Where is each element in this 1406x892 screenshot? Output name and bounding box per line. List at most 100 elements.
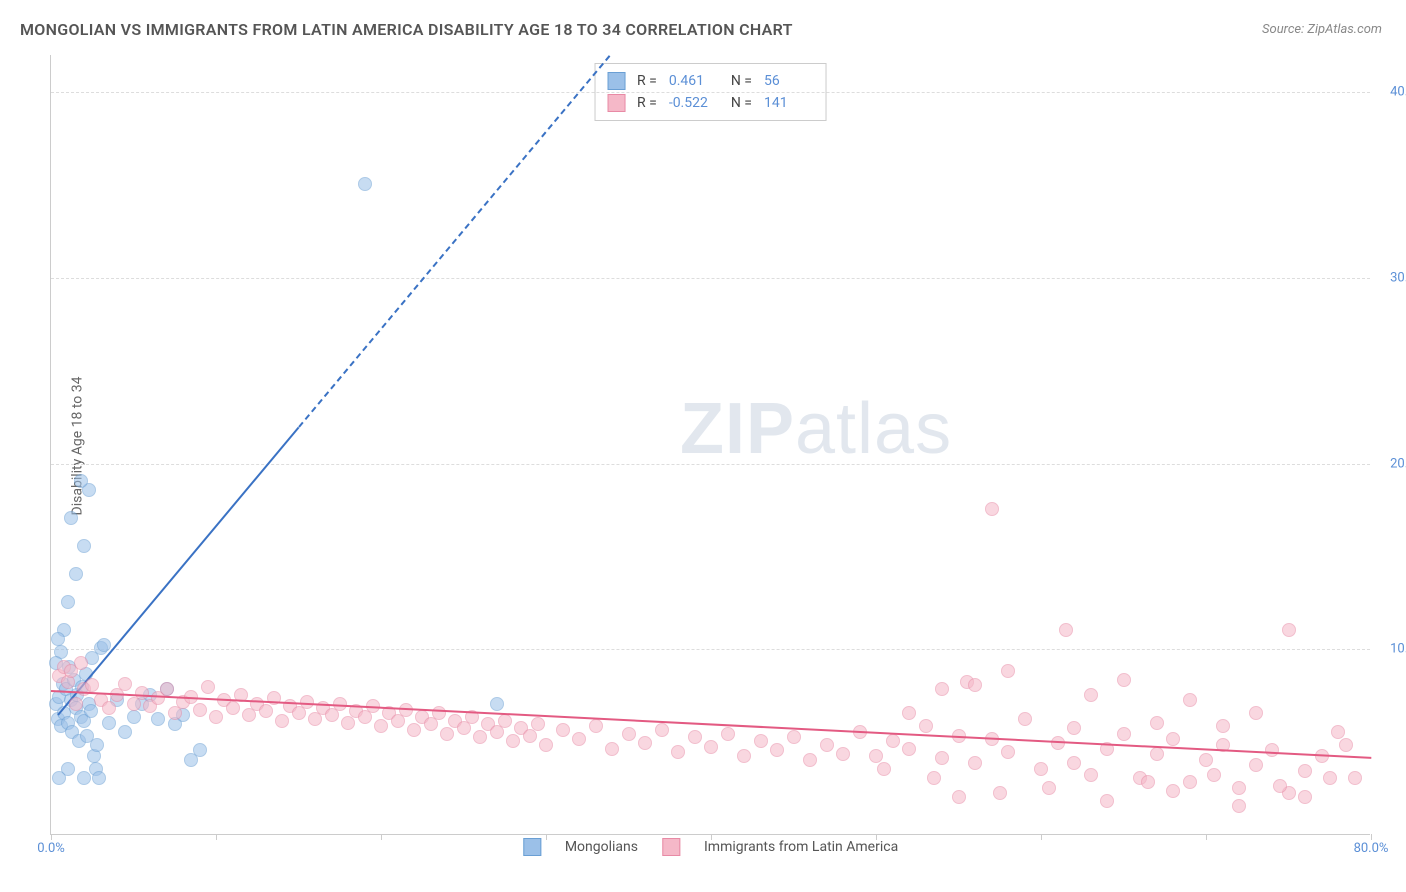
scatter-point-mongolians bbox=[92, 771, 106, 785]
scatter-point-mongolians bbox=[118, 725, 132, 739]
scatter-point-immigrants_latin_america bbox=[704, 740, 718, 754]
scatter-point-mongolians bbox=[77, 771, 91, 785]
x-tick-label: 80.0% bbox=[1354, 841, 1389, 856]
n-label-a: N = bbox=[731, 73, 752, 89]
swatch-bottom-b bbox=[662, 838, 680, 856]
scatter-point-immigrants_latin_america bbox=[935, 751, 949, 765]
scatter-point-immigrants_latin_america bbox=[193, 703, 207, 717]
scatter-point-mongolians bbox=[193, 743, 207, 757]
scatter-point-immigrants_latin_america bbox=[902, 706, 916, 720]
series-legend: Mongolians Immigrants from Latin America bbox=[523, 838, 898, 856]
scatter-point-immigrants_latin_america bbox=[1001, 745, 1015, 759]
scatter-point-immigrants_latin_america bbox=[902, 742, 916, 756]
scatter-point-immigrants_latin_america bbox=[374, 719, 388, 733]
r-value-a: 0.461 bbox=[669, 73, 719, 89]
scatter-point-immigrants_latin_america bbox=[935, 682, 949, 696]
scatter-point-immigrants_latin_america bbox=[440, 727, 454, 741]
series-b-label: Immigrants from Latin America bbox=[704, 839, 898, 855]
scatter-point-immigrants_latin_america bbox=[1249, 706, 1263, 720]
r-label-a: R = bbox=[637, 73, 657, 89]
scatter-point-immigrants_latin_america bbox=[622, 727, 636, 741]
gridline-h bbox=[51, 278, 1370, 279]
scatter-point-immigrants_latin_america bbox=[927, 771, 941, 785]
scatter-point-immigrants_latin_america bbox=[1339, 738, 1353, 752]
scatter-point-immigrants_latin_america bbox=[638, 736, 652, 750]
scatter-point-immigrants_latin_america bbox=[1183, 693, 1197, 707]
scatter-point-immigrants_latin_america bbox=[1331, 725, 1345, 739]
scatter-point-mongolians bbox=[61, 595, 75, 609]
scatter-point-immigrants_latin_america bbox=[993, 786, 1007, 800]
watermark: ZIPatlas bbox=[680, 388, 952, 470]
scatter-point-immigrants_latin_america bbox=[407, 723, 421, 737]
scatter-point-immigrants_latin_america bbox=[209, 710, 223, 724]
scatter-point-immigrants_latin_america bbox=[1166, 732, 1180, 746]
gridline-h bbox=[51, 464, 1370, 465]
legend-row-series-a: R = 0.461 N = 56 bbox=[607, 70, 814, 92]
scatter-point-immigrants_latin_america bbox=[589, 719, 603, 733]
scatter-point-immigrants_latin_america bbox=[531, 717, 545, 731]
scatter-point-immigrants_latin_america bbox=[85, 678, 99, 692]
scatter-point-immigrants_latin_america bbox=[1067, 756, 1081, 770]
source-label: Source: ZipAtlas.com bbox=[1262, 22, 1382, 37]
scatter-point-immigrants_latin_america bbox=[498, 714, 512, 728]
x-tick-label: 0.0% bbox=[37, 841, 65, 856]
scatter-point-immigrants_latin_america bbox=[1282, 623, 1296, 637]
scatter-point-immigrants_latin_america bbox=[1323, 771, 1337, 785]
scatter-point-immigrants_latin_america bbox=[1273, 779, 1287, 793]
scatter-point-immigrants_latin_america bbox=[869, 749, 883, 763]
swatch-series-b bbox=[607, 94, 625, 112]
scatter-point-mongolians bbox=[490, 697, 504, 711]
scatter-point-immigrants_latin_america bbox=[74, 656, 88, 670]
legend-row-series-b: R = -0.522 N = 141 bbox=[607, 92, 814, 114]
chart-container: MONGOLIAN VS IMMIGRANTS FROM LATIN AMERI… bbox=[0, 0, 1406, 892]
scatter-point-immigrants_latin_america bbox=[877, 762, 891, 776]
scatter-point-immigrants_latin_america bbox=[572, 732, 586, 746]
scatter-point-mongolians bbox=[74, 474, 88, 488]
scatter-point-immigrants_latin_america bbox=[787, 730, 801, 744]
x-tick-mark bbox=[711, 834, 712, 840]
scatter-point-mongolians bbox=[64, 511, 78, 525]
n-label-b: N = bbox=[731, 95, 752, 111]
scatter-point-immigrants_latin_america bbox=[1100, 794, 1114, 808]
swatch-bottom-a bbox=[523, 838, 541, 856]
scatter-point-immigrants_latin_america bbox=[1042, 781, 1056, 795]
scatter-point-mongolians bbox=[52, 771, 66, 785]
scatter-point-immigrants_latin_america bbox=[1199, 753, 1213, 767]
scatter-point-immigrants_latin_america bbox=[1034, 762, 1048, 776]
scatter-point-immigrants_latin_america bbox=[275, 714, 289, 728]
scatter-point-immigrants_latin_america bbox=[1298, 790, 1312, 804]
scatter-point-mongolians bbox=[90, 738, 104, 752]
scatter-point-immigrants_latin_america bbox=[770, 743, 784, 757]
scatter-point-immigrants_latin_america bbox=[1018, 712, 1032, 726]
swatch-series-a bbox=[607, 72, 625, 90]
scatter-point-mongolians bbox=[102, 716, 116, 730]
scatter-point-immigrants_latin_america bbox=[985, 502, 999, 516]
y-tick-label: 20.0% bbox=[1390, 456, 1406, 471]
scatter-point-immigrants_latin_america bbox=[1207, 768, 1221, 782]
scatter-point-immigrants_latin_america bbox=[1232, 799, 1246, 813]
scatter-point-immigrants_latin_america bbox=[655, 723, 669, 737]
scatter-point-mongolians bbox=[84, 704, 98, 718]
scatter-point-immigrants_latin_america bbox=[506, 734, 520, 748]
scatter-point-immigrants_latin_america bbox=[721, 727, 735, 741]
x-tick-mark bbox=[51, 834, 52, 840]
y-tick-label: 40.0% bbox=[1390, 85, 1406, 100]
x-tick-mark bbox=[546, 834, 547, 840]
x-tick-mark bbox=[381, 834, 382, 840]
scatter-point-immigrants_latin_america bbox=[259, 704, 273, 718]
x-tick-mark bbox=[1206, 834, 1207, 840]
scatter-point-immigrants_latin_america bbox=[968, 756, 982, 770]
scatter-point-immigrants_latin_america bbox=[1001, 664, 1015, 678]
scatter-point-immigrants_latin_america bbox=[671, 745, 685, 759]
scatter-point-immigrants_latin_america bbox=[69, 697, 83, 711]
scatter-point-immigrants_latin_america bbox=[1067, 721, 1081, 735]
scatter-point-immigrants_latin_america bbox=[836, 747, 850, 761]
scatter-point-immigrants_latin_america bbox=[1141, 775, 1155, 789]
scatter-point-immigrants_latin_america bbox=[556, 723, 570, 737]
scatter-point-mongolians bbox=[69, 567, 83, 581]
y-tick-label: 30.0% bbox=[1390, 270, 1406, 285]
series-a-label: Mongolians bbox=[565, 839, 638, 855]
scatter-point-mongolians bbox=[127, 710, 141, 724]
scatter-point-immigrants_latin_america bbox=[688, 730, 702, 744]
scatter-point-immigrants_latin_america bbox=[952, 790, 966, 804]
